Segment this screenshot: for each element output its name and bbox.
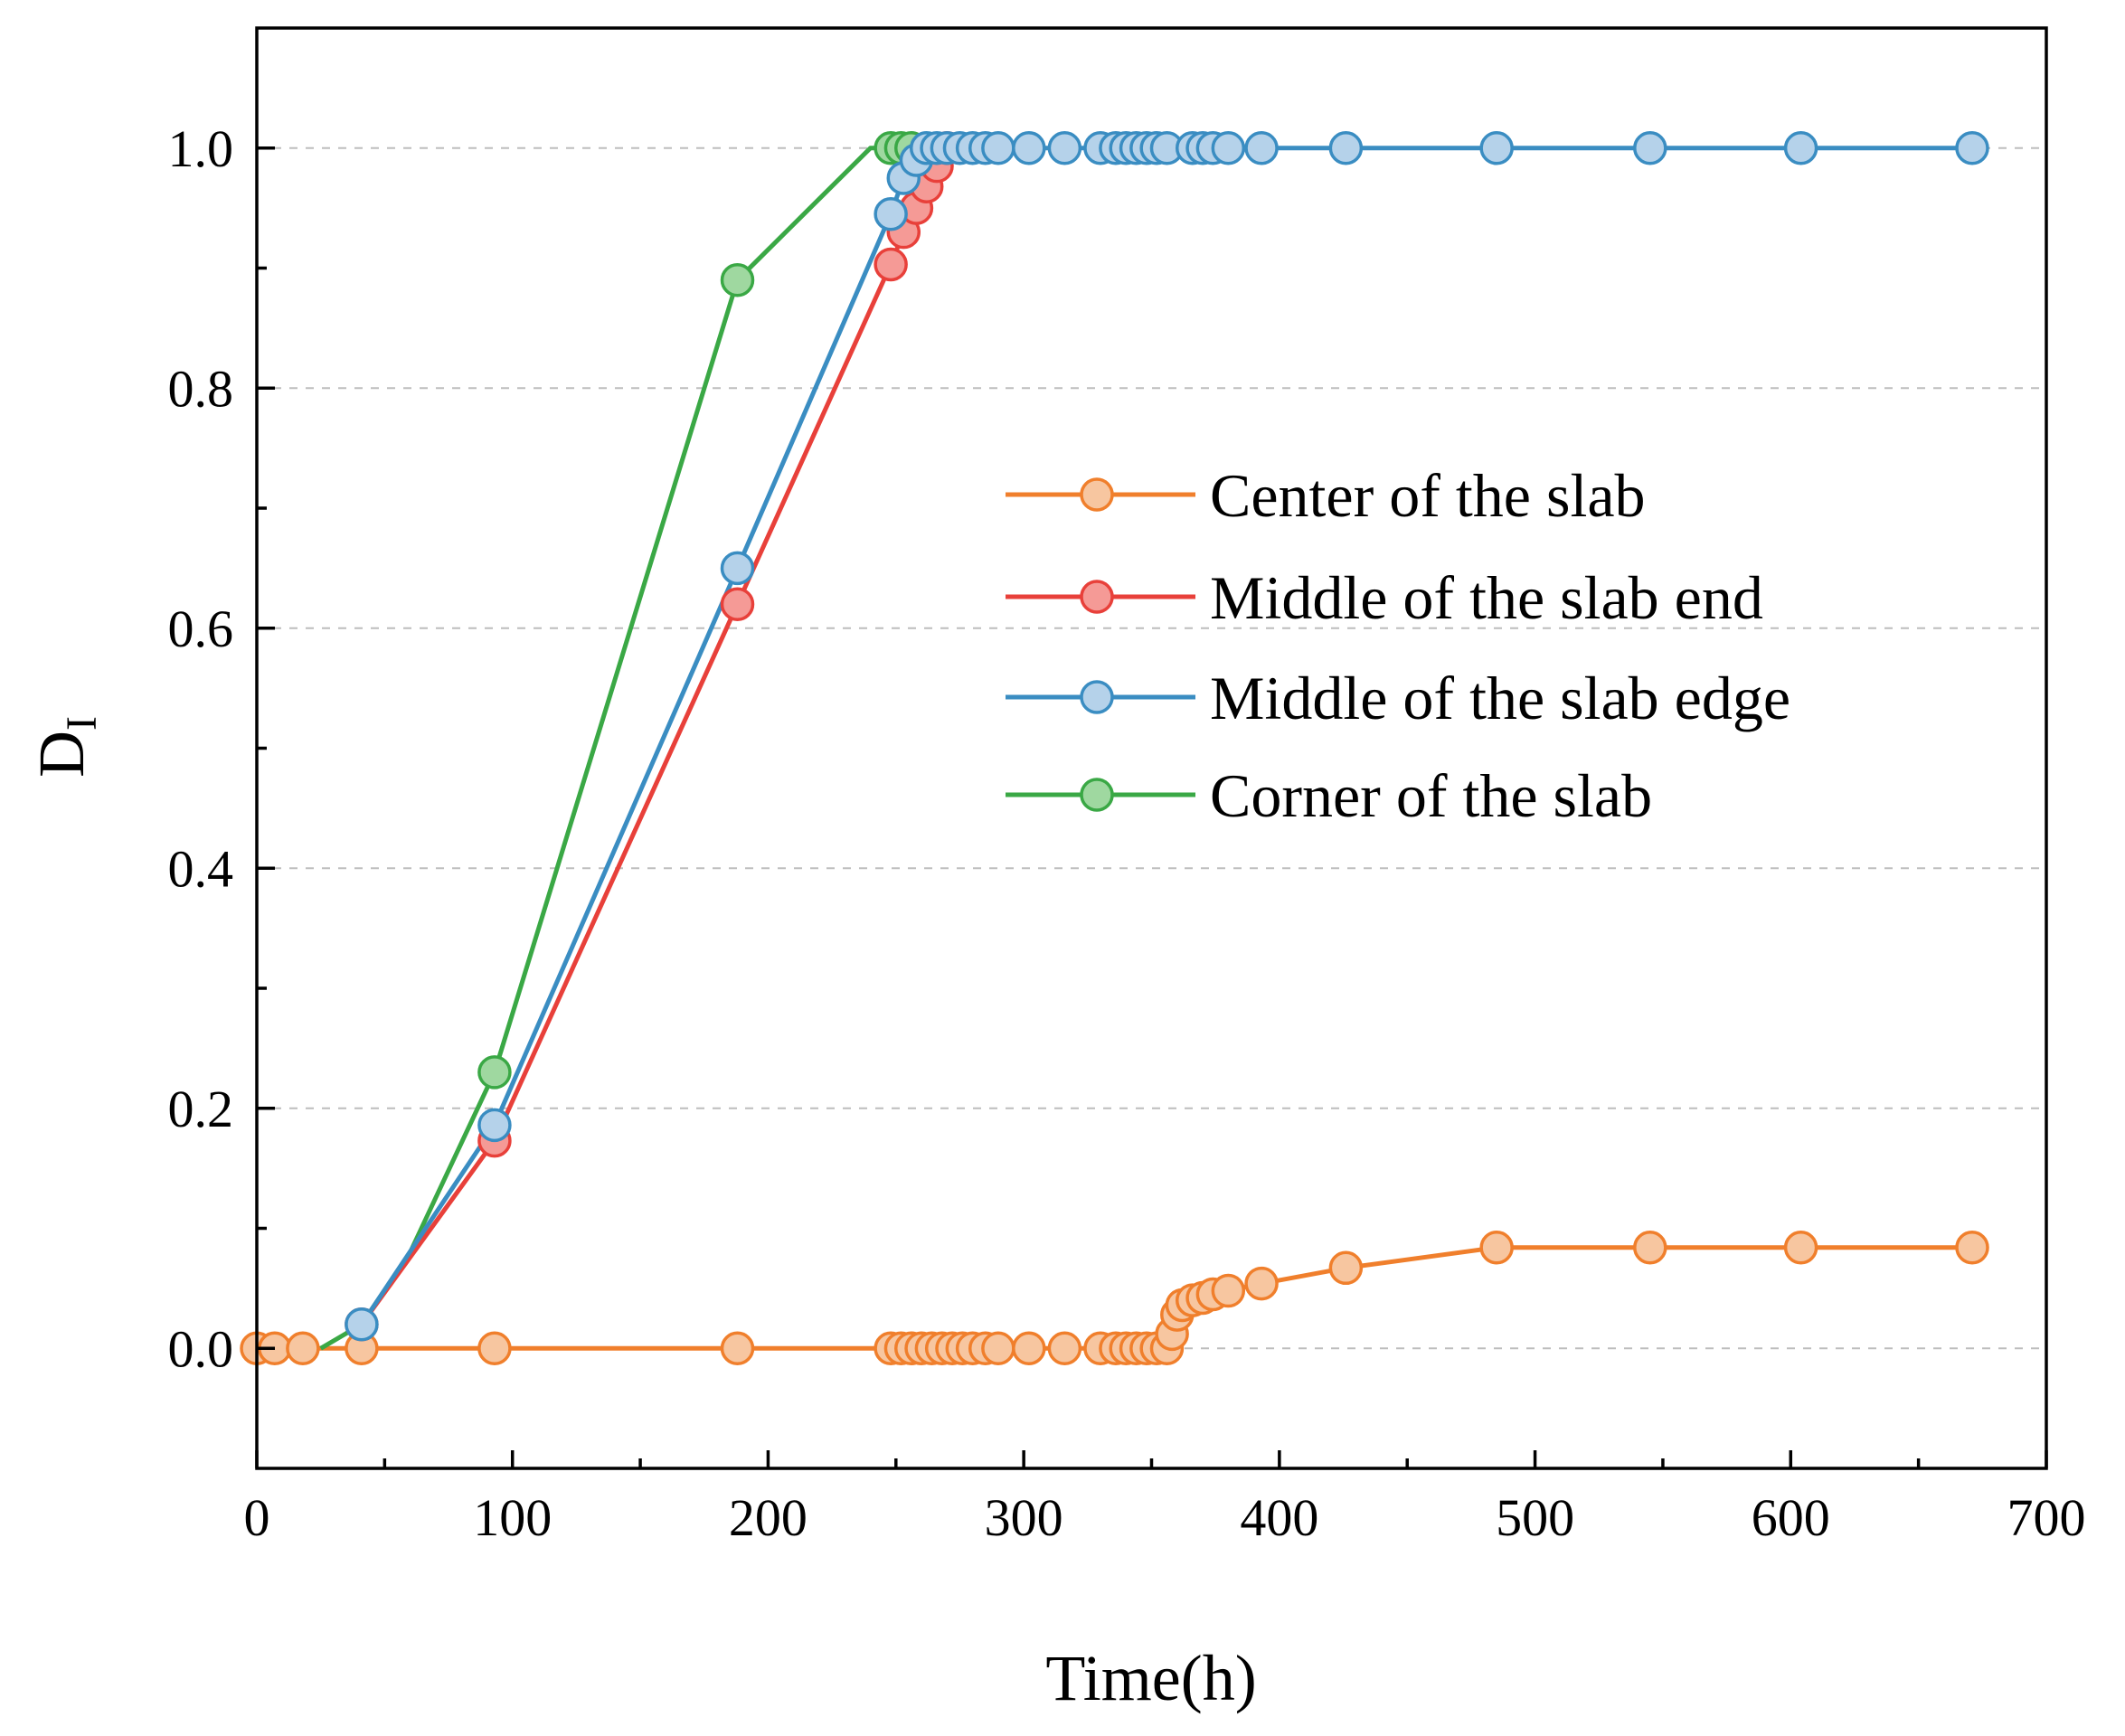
data-point-slab-edge <box>1633 131 1667 165</box>
data-point-slab-edge <box>1244 131 1279 165</box>
data-point-slab-edge <box>1211 131 1246 165</box>
data-point-slab-edge <box>1479 131 1514 165</box>
axis-ticks <box>255 146 2048 1468</box>
data-point-slab-edge <box>981 131 1015 165</box>
data-point-corner <box>720 263 755 297</box>
data-point-slab-edge <box>1783 131 1818 165</box>
data-point-slab-end <box>720 587 755 621</box>
series-line-corner <box>319 146 911 1351</box>
legend-entry-slab-edge: Middle of the slab edge <box>1006 664 1790 732</box>
legend-marker-slab-end <box>1080 580 1114 614</box>
series-line-slab-edge <box>359 146 1972 1326</box>
y-axis-title-subscript: I <box>58 716 106 731</box>
legend-entry-corner: Corner of the slab <box>1006 761 1652 830</box>
legend-label-corner: Corner of the slab <box>1210 761 1652 830</box>
legend-entry-center: Center of the slab <box>1006 461 1646 530</box>
legend-marker-slab-edge <box>1080 680 1114 714</box>
data-point-center <box>477 1331 512 1365</box>
data-point-center <box>1047 1331 1082 1365</box>
data-point-center <box>1012 1331 1046 1365</box>
data-point-slab-end <box>874 247 908 282</box>
data-point-slab-edge <box>1955 131 1989 165</box>
data-point-center <box>1244 1266 1279 1301</box>
data-point-slab-edge <box>874 197 908 231</box>
y-axis-title: DI <box>25 716 106 778</box>
x-tick-label: 200 <box>729 1488 808 1547</box>
data-point-corner <box>477 1055 512 1090</box>
gridlines <box>257 146 2046 1350</box>
data-point-center <box>1783 1230 1818 1265</box>
y-tick-label: 0.8 <box>168 359 234 418</box>
data-point-center <box>286 1331 320 1365</box>
x-tick-label: 400 <box>1240 1488 1318 1547</box>
series-markers <box>240 131 1989 1365</box>
data-point-slab-edge <box>477 1108 512 1143</box>
y-axis-title-main: D <box>25 731 98 778</box>
legend-entry-slab-end: Middle of the slab end <box>1006 563 1763 632</box>
data-point-slab-edge <box>1328 131 1364 165</box>
data-point-slab-edge <box>720 551 755 586</box>
y-tick-label: 1.0 <box>168 119 234 178</box>
legend-label-slab-end: Middle of the slab end <box>1210 563 1763 632</box>
x-tick-label: 300 <box>985 1488 1063 1547</box>
series-line-slab-end <box>359 146 949 1326</box>
y-tick-labels: 0.0 0.2 0.4 0.6 0.8 1.0 <box>168 119 234 1379</box>
legend: Center of the slab Middle of the slab en… <box>1006 461 1790 830</box>
legend-label-center: Center of the slab <box>1210 461 1646 530</box>
legend-label-slab-edge: Middle of the slab edge <box>1210 664 1790 732</box>
series-lines <box>257 146 1972 1351</box>
legend-marker-center <box>1080 477 1114 512</box>
plot-frame <box>255 26 2048 1470</box>
x-tick-label: 100 <box>473 1488 552 1547</box>
x-tick-label: 700 <box>2007 1488 2086 1547</box>
svg-text:DI: DI <box>25 716 106 778</box>
data-point-center <box>1479 1230 1514 1265</box>
data-point-center <box>1328 1250 1364 1286</box>
data-point-center <box>1633 1230 1667 1265</box>
data-point-center <box>1211 1273 1246 1308</box>
y-tick-label: 0.2 <box>168 1080 234 1138</box>
data-point-slab-edge <box>1047 131 1082 165</box>
x-tick-label: 0 <box>244 1488 270 1547</box>
y-tick-label: 0.0 <box>168 1319 234 1378</box>
data-point-slab-edge <box>345 1307 379 1342</box>
x-tick-label: 500 <box>1496 1488 1574 1547</box>
data-point-center <box>981 1331 1015 1365</box>
legend-marker-corner <box>1080 778 1114 812</box>
x-tick-label: 600 <box>1752 1488 1830 1547</box>
y-tick-label: 0.6 <box>168 599 234 658</box>
x-axis-title: Time(h) <box>1045 1642 1256 1714</box>
data-point-center <box>1955 1230 1989 1265</box>
data-point-slab-edge <box>1012 131 1046 165</box>
x-tick-labels: 0 100 200 300 400 500 600 700 <box>244 1488 2086 1547</box>
y-tick-label: 0.4 <box>168 839 234 898</box>
data-point-center <box>720 1331 755 1365</box>
